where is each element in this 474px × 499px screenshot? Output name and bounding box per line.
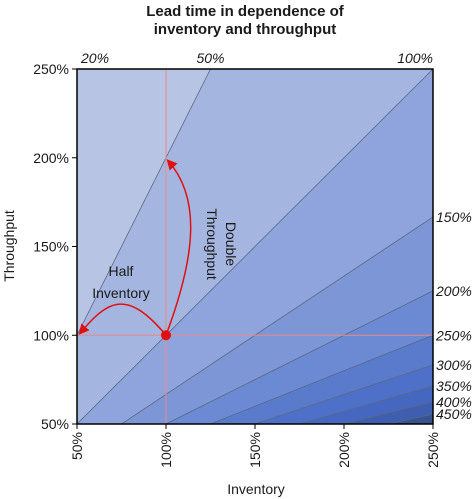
half-inventory-label-line-1: Half: [109, 263, 134, 279]
lead-time-contour: [121, 216, 434, 425]
lead-time-labels: 20% 50% 100% 150% 200% 250% 300% 350%400%450%: [80, 50, 472, 422]
lead-time-label: 100%: [397, 50, 433, 66]
lead-time-label: 150%: [436, 209, 472, 225]
y-tick-label: 150%: [33, 239, 69, 255]
lead-time-label: 50%: [196, 50, 224, 66]
x-axis-label: Inventory: [227, 481, 285, 497]
x-axis-ticks: 50% 100% 150% 200% 250%: [69, 424, 441, 468]
lead-time-label: 400%: [436, 394, 472, 410]
lead-time-contour: [388, 413, 434, 425]
x-tick-label: 100%: [158, 432, 174, 468]
lead-time-label: 300%: [436, 357, 472, 373]
lead-time-contour: [254, 364, 434, 425]
chart-title-line-2: inventory and throughput: [154, 21, 336, 38]
x-tick-label: 250%: [425, 432, 441, 468]
lead-time-label: 250%: [435, 327, 472, 343]
lead-time-contour: [343, 401, 434, 425]
lead-time-contour: [76, 68, 434, 425]
x-tick-label: 150%: [247, 432, 263, 468]
chart-title-line-1: Lead time in dependence of: [146, 3, 345, 20]
reference-point-marker: [161, 330, 171, 341]
half-inventory-label-line-2: Inventory: [92, 285, 150, 301]
change-arrows: [78, 159, 192, 341]
double-throughput-arrow: [165, 159, 192, 336]
y-tick-label: 100%: [33, 327, 69, 343]
half-inventory-arrow: [78, 303, 167, 336]
lead-time-label: 450%: [436, 406, 472, 422]
lead-time-label: 350%: [436, 378, 472, 394]
y-tick-label: 50%: [41, 416, 69, 432]
x-tick-label: 50%: [69, 432, 85, 460]
y-axis-ticks: 50% 100% 150% 200% 250%: [33, 61, 77, 432]
double-throughput-label-line-1: Double: [223, 222, 239, 267]
lead-time-contour: [210, 334, 434, 425]
lead-time-contour: [76, 68, 211, 336]
lead-time-contour: [299, 385, 434, 425]
y-tick-label: 200%: [33, 150, 69, 166]
lead-time-label: 20%: [80, 50, 109, 66]
y-axis-label: Throughput: [1, 210, 17, 282]
reference-guides: [77, 69, 433, 424]
lead-time-label: 200%: [435, 283, 472, 299]
x-tick-label: 200%: [336, 432, 352, 468]
lead-time-contour: [165, 290, 434, 425]
y-tick-label: 250%: [33, 61, 69, 77]
lead-time-bands: [76, 68, 434, 425]
double-throughput-label-line-2: Throughput: [204, 208, 220, 280]
